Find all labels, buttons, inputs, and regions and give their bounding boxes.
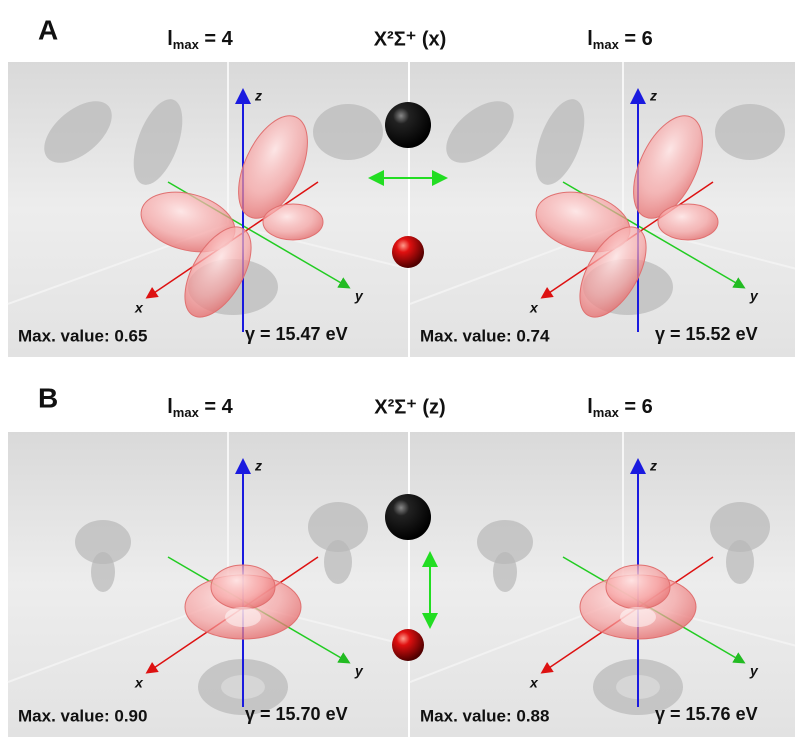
panel-heading: lmax = 6 [587,28,653,52]
axis-label: z [649,458,657,474]
atom-heavy [385,102,431,148]
heading-subscript: max [593,37,620,52]
orbital-view: z y x Max. value: 0.90 γ = 15.70 eV [8,432,408,737]
shadow [493,552,517,592]
heading-rest: = 6 [619,396,653,418]
energy: γ = 15.70 eV [245,704,348,724]
axis-label: z [254,88,262,104]
heading-subscript: max [593,405,620,420]
heading-rest: = 4 [199,28,234,50]
panel-heading: X²Σ⁺ (x) [374,28,447,50]
orbital-lobe [263,204,323,240]
max-value: Max. value: 0.65 [18,326,147,345]
axis-label: x [529,300,539,316]
heading-rest: = 6 [619,28,653,50]
axis-label: y [354,663,364,679]
orbital-view: z y x Max. value: 0.65 γ = 15.47 eV [8,62,408,357]
shadow [313,104,383,160]
shadow [91,552,115,592]
max-value: Max. value: 0.90 [18,706,147,725]
atom-heavy [385,494,431,540]
figure: Almax = 4 X²Σ⁺ (x) lmax = 6 z y x Max. value: … [0,0,799,743]
max-value: Max. value: 0.74 [420,326,550,345]
shadow [726,540,754,584]
panel-heading: lmax = 6 [587,396,653,420]
orbital-view: z y x Max. value: 0.74 γ = 15.52 eV [410,62,795,357]
heading-subscript: max [173,405,200,420]
panel-heading: lmax = 4 [167,28,233,52]
axis-label: z [254,458,262,474]
orbital-highlight [225,607,261,627]
panel-heading: lmax = 4 [167,396,233,420]
max-value: Max. value: 0.88 [420,706,549,725]
orbital-lobe [658,204,718,240]
panel-heading: X²Σ⁺ (z) [374,396,445,418]
heading-rest: = 4 [199,396,234,418]
energy: γ = 15.47 eV [245,324,348,344]
orbital-lobe [606,565,670,609]
axis-label: x [529,675,539,691]
axis-label: y [749,663,759,679]
shadow [324,540,352,584]
axis-label: z [649,88,657,104]
orbital-view: z y x Max. value: 0.88 γ = 15.76 eV [410,432,795,737]
atom-light [392,629,424,661]
axis-label: y [354,288,364,304]
orbital-lobe [211,565,275,609]
atom-light [392,236,424,268]
panel-label: A [38,14,58,45]
energy: γ = 15.52 eV [655,324,758,344]
heading-subscript: max [173,37,200,52]
shadow [715,104,785,160]
axis-label: y [749,288,759,304]
orbital-highlight [620,607,656,627]
axis-label: x [134,300,144,316]
energy: γ = 15.76 eV [655,704,758,724]
axis-label: x [134,675,144,691]
panel-label: B [38,382,58,413]
